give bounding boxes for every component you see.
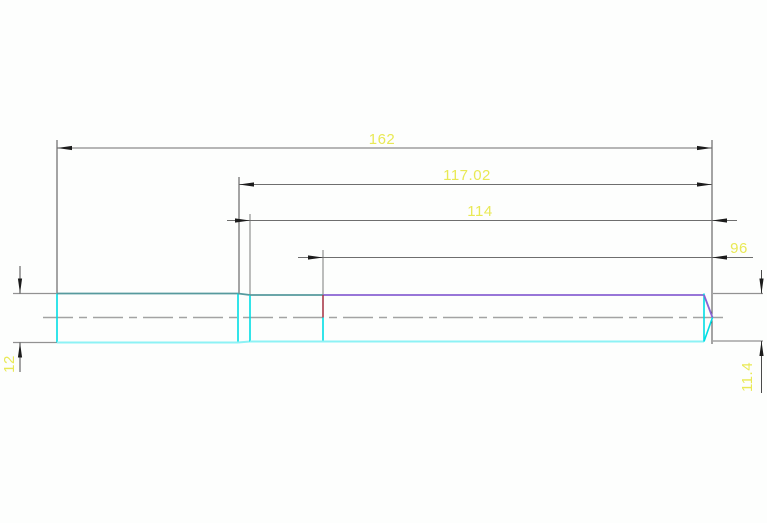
shaft-step-taper-top: [237, 292, 251, 296]
dimension-text-114: 114: [467, 203, 492, 220]
arrow-114-right: [712, 218, 727, 223]
shaft-step-taper-bottom: [237, 340, 251, 344]
arrow-162-right: [697, 145, 712, 151]
arrow-11-4-top: [759, 278, 764, 294]
dimension-arrowheads: [17, 145, 764, 358]
shaft-outline: [43, 292, 723, 344]
arrow-11-4-bottom: [759, 341, 764, 356]
arrow-96-left: [308, 255, 323, 260]
arrow-96-right: [712, 255, 727, 260]
dimension-text-96: 96: [730, 240, 748, 257]
dimension-lines: [19, 147, 762, 393]
arrow-12-bottom: [17, 342, 23, 358]
extension-lines: [13, 140, 763, 344]
shaft-tip-chamfer-bottom: [703, 317, 714, 342]
arrow-114-left: [235, 218, 250, 223]
arrow-162-left: [57, 145, 72, 151]
dimension-text-11-4: 11.4: [739, 362, 756, 392]
arrow-12-top: [17, 278, 23, 294]
arrow-117-02-left: [239, 182, 254, 187]
dimension-text-162: 162: [369, 131, 396, 148]
dimension-texts: 162 117.02 114 96 12 11.4: [1, 131, 756, 392]
shaft-tip-chamfer-top: [703, 294, 714, 318]
dimension-text-117-02: 117.02: [443, 167, 491, 184]
dimension-text-12: 12: [1, 355, 18, 373]
arrow-117-02-right: [697, 182, 712, 187]
